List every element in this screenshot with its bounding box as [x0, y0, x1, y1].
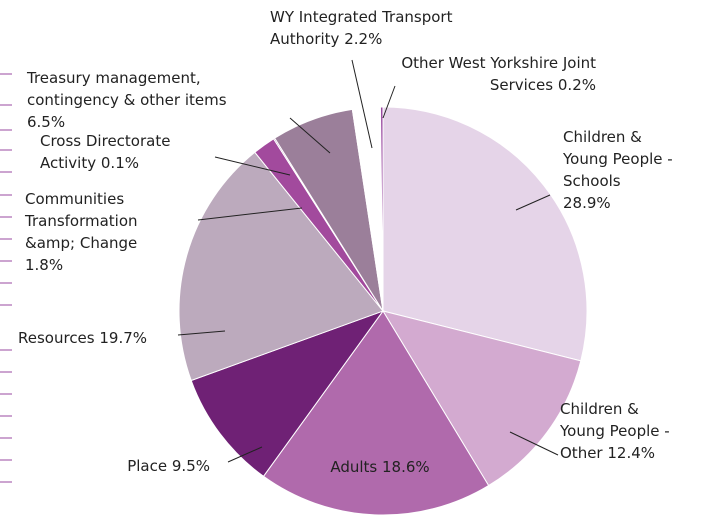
leader-line [177, 330, 226, 336]
leader-line [289, 117, 331, 154]
slice-value: 19.7% [99, 329, 148, 347]
slice-label: Resources 19.7% [18, 327, 188, 349]
slice-name: WY Integrated Transport Authority [270, 8, 453, 48]
leader-line [382, 85, 396, 119]
leader-line [509, 431, 559, 456]
slice-label: Cross Directorate Activity 0.1% [40, 130, 180, 174]
slice-label: Treasury management, contingency & other… [27, 67, 267, 133]
pie-slice [262, 310, 490, 516]
slice-value: 18.6% [382, 458, 430, 476]
slice-value: 28.9% [563, 194, 611, 212]
leader-line [351, 59, 373, 149]
leader-line [515, 194, 551, 211]
pie-slice [190, 309, 385, 478]
slice-label: Communities Transformation &amp; Change … [25, 188, 165, 276]
slice-name: Children & Young People - Other [560, 400, 670, 462]
slice-name: Children & Young People - Schools [563, 128, 673, 190]
slice-name: Place [127, 457, 168, 475]
slice-label: Place 9.5% [60, 455, 210, 477]
edge-decoration [0, 73, 12, 483]
slice-value: 0.1% [100, 154, 139, 172]
slice-label: Other West Yorkshire Joint Services 0.2% [400, 52, 596, 96]
slice-label: Children & Young People - Schools 28.9% [563, 126, 673, 214]
leader-line [227, 446, 263, 463]
slice-label: Children & Young People - Other 12.4% [560, 398, 678, 464]
slice-name: Cross Directorate Activity [40, 132, 171, 172]
slice-name: Treasury management, contingency & other… [27, 69, 227, 109]
slice-value: 9.5% [171, 457, 210, 475]
slice-value: 0.2% [557, 76, 596, 94]
leader-line [197, 207, 303, 221]
slice-name: Adults [330, 458, 378, 476]
slice-value: 6.5% [27, 113, 66, 131]
pie-slice [379, 106, 384, 312]
slice-name: Communities Transformation &amp; Change [25, 190, 138, 252]
slice-value: 2.2% [344, 30, 383, 48]
slice-name: Resources [18, 329, 95, 347]
leader-line [214, 156, 291, 176]
pie-slice [382, 106, 588, 362]
slice-value: 1.8% [25, 256, 64, 274]
slice-label: Adults 18.6% [310, 456, 450, 478]
slice-value: 12.4% [607, 444, 656, 462]
slice-label: WY Integrated Transport Authority 2.2% [270, 6, 470, 50]
pie-slice [178, 151, 384, 382]
slice-name: Other West Yorkshire Joint Services [401, 54, 596, 94]
